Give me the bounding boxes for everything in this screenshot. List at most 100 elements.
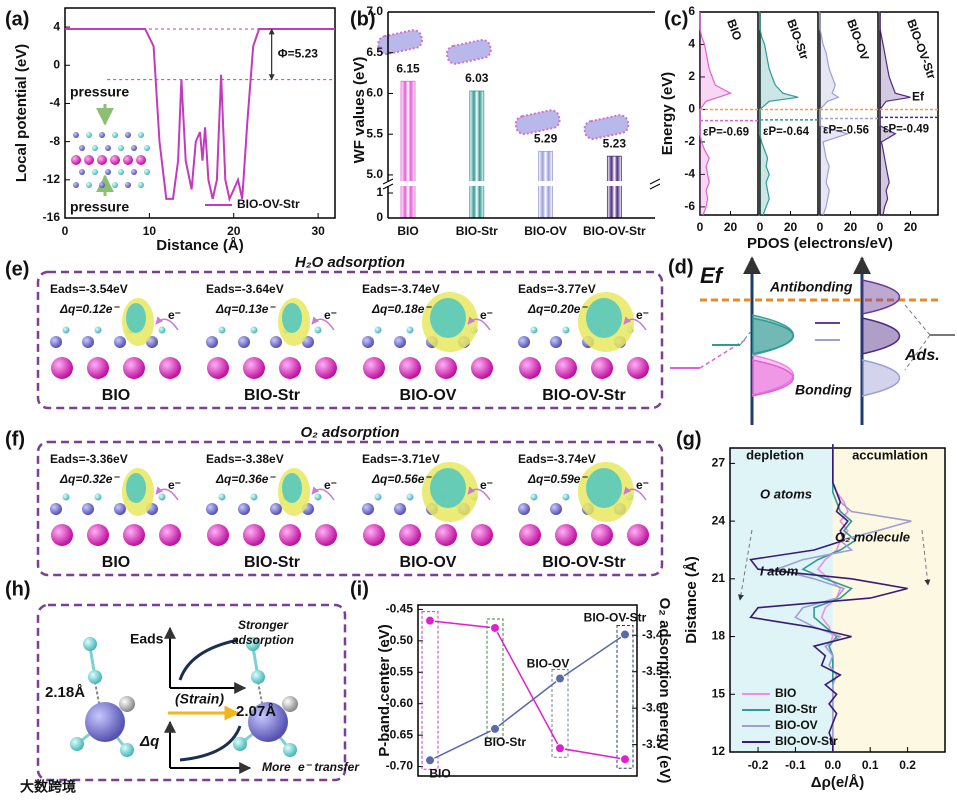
electron-label: e⁻ — [636, 308, 649, 322]
tick-label: -0.2 — [748, 758, 769, 772]
atom — [374, 326, 382, 334]
data-point — [490, 622, 500, 633]
tick-label: 12 — [712, 744, 726, 758]
atom — [314, 493, 322, 501]
atom — [314, 326, 322, 334]
data-point — [555, 743, 565, 754]
atom — [270, 336, 282, 348]
charge-transfer: Δq=0.56e⁻ — [371, 472, 432, 486]
tick-label: 6.0 — [366, 86, 383, 100]
y-axis-label: WF values (eV) — [351, 57, 368, 164]
atom — [158, 493, 166, 501]
y-axis-label: P-band center (eV) — [376, 624, 393, 757]
bar — [606, 155, 622, 219]
atom — [97, 155, 107, 165]
electron-arrow — [467, 316, 491, 331]
atom — [591, 357, 613, 379]
adsorption-energy: Eads=-3.36eV — [50, 452, 128, 466]
charge-transfer: Δq=0.20e⁻ — [527, 302, 588, 316]
atom — [71, 155, 81, 165]
level-link — [904, 334, 931, 371]
y-axis-label: Distance (Å) — [683, 556, 700, 644]
atom — [246, 637, 260, 651]
dashed-arrow — [737, 529, 753, 601]
atom — [562, 493, 570, 501]
atom — [519, 524, 541, 546]
tick-label: 30 — [311, 224, 325, 238]
panel-label: (e) — [5, 258, 29, 280]
legend-label: BIO-OV-Str — [775, 734, 838, 748]
structure-name: BIO-Str — [244, 554, 300, 571]
tick-label: -3.6 — [642, 700, 663, 714]
atom — [94, 493, 102, 501]
charge-transfer: Δq=0.59e⁻ — [527, 472, 588, 486]
tick-label: -0.65 — [386, 727, 414, 741]
adsorption-energy: Eads=-3.54eV — [50, 282, 128, 296]
charge-density — [282, 473, 302, 503]
stronger-label: adsorption — [232, 633, 294, 647]
atom — [394, 336, 406, 348]
atom — [82, 503, 94, 515]
value-label: 5.29 — [534, 131, 558, 145]
x-tick-label: BIO-Str — [456, 224, 498, 238]
tick-label: -0.60 — [386, 696, 414, 710]
point-label: BIO-OV — [527, 657, 570, 671]
tick-label: 7.0 — [366, 4, 383, 18]
level-link — [904, 304, 931, 336]
atom — [206, 503, 218, 515]
atom — [251, 670, 265, 684]
panel-series-name: BIO — [724, 17, 744, 42]
panel-series-name: BIO-OV — [844, 17, 872, 62]
tick-label: -3.7 — [642, 737, 663, 751]
tick-label: 27 — [712, 456, 726, 470]
bonding-label: Bonding — [795, 382, 852, 398]
atom — [94, 326, 102, 334]
tick-label: 2 — [688, 69, 695, 83]
electron-arrow — [155, 486, 179, 501]
panel-title: O₂ adsorption — [300, 424, 399, 441]
atom — [218, 326, 226, 334]
plot-frame — [759, 11, 819, 216]
atom — [99, 182, 105, 188]
atom — [233, 737, 247, 751]
atom — [591, 524, 613, 546]
adsorption-energy: Eads=-3.77eV — [518, 282, 596, 296]
tick-label: -0.50 — [386, 633, 414, 647]
point-label: BIO-Str — [484, 735, 526, 749]
panel-label: (c) — [664, 8, 688, 30]
structure-name: BIO — [102, 554, 130, 571]
annotation: pressure — [70, 199, 129, 215]
atom — [238, 336, 250, 348]
value-label: 6.15 — [396, 61, 420, 75]
watermark: 大数跨境 — [20, 779, 76, 795]
trend-curve — [178, 638, 239, 681]
atom — [406, 326, 414, 334]
point-label: BIO-OV-Str — [584, 611, 647, 625]
adsorption-energy: Eads=-3.74eV — [518, 452, 596, 466]
atom — [206, 336, 218, 348]
data-point — [425, 755, 435, 766]
tick-label: 20 — [724, 220, 738, 234]
tick-label: 0.2 — [899, 758, 916, 772]
atom — [92, 169, 98, 175]
dos-peak — [861, 317, 900, 355]
electron-label: e⁻ — [324, 308, 337, 322]
dashed-box — [36, 440, 664, 577]
tick-label: 4 — [688, 37, 695, 51]
atom — [50, 336, 62, 348]
atom — [82, 336, 94, 348]
atom — [218, 493, 226, 501]
atom — [159, 524, 181, 546]
tick-label: 0 — [817, 220, 824, 234]
plot-frame — [417, 604, 638, 777]
tick-label: 20 — [904, 220, 918, 234]
highlight-box — [551, 669, 569, 758]
atom — [62, 493, 70, 501]
charge-transfer: Δq=0.13e⁻ — [215, 302, 276, 316]
x-axis-label: PDOS (electrons/eV) — [747, 235, 893, 252]
fermi-label: Ef — [700, 263, 725, 288]
tick-label: 10 — [143, 224, 157, 238]
tick-label: -4 — [49, 96, 60, 110]
tick-label: 0 — [53, 57, 60, 71]
